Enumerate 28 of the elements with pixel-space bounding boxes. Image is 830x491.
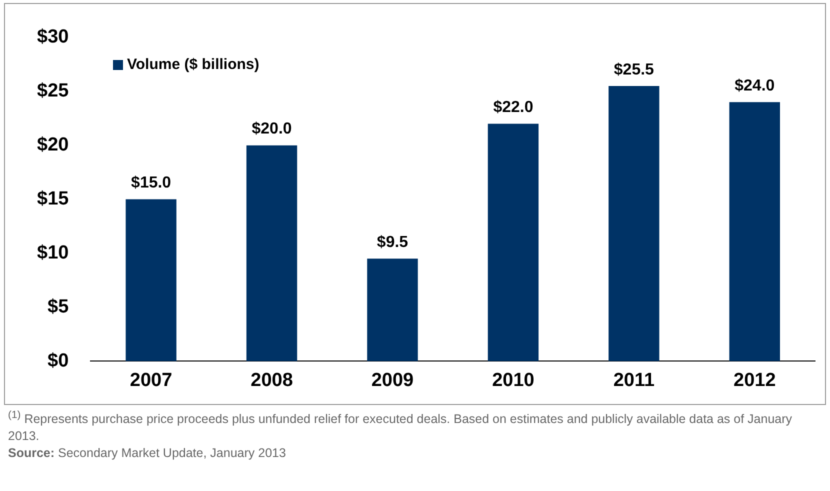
y-tick-label: $25 [37,80,70,102]
x-tick-label: 2007 [130,370,172,391]
data-label: $24.0 [734,78,775,95]
bar [608,86,660,362]
y-tick-label: $15 [37,188,70,210]
bar [246,145,298,362]
data-label: $25.5 [614,61,654,78]
y-tick-label: $0 [48,350,69,372]
bar [126,199,176,362]
data-label: $20.0 [252,120,292,138]
y-tick-label: $20 [37,134,69,156]
x-tick-label: 2010 [492,370,534,391]
legend-label: Volume ($ billions) [127,56,260,73]
y-tick-label: $10 [37,242,69,264]
x-tick-label: 2009 [371,370,414,391]
source-note: Source: Secondary Market Update, January 2013 [8,446,286,460]
data-label: $22.0 [493,99,534,116]
y-tick-label: $30 [37,26,69,48]
data-label: $15.0 [131,174,172,192]
x-tick-label: 2008 [250,370,293,391]
x-tick-label: 2011 [613,370,655,391]
bar [729,102,780,362]
y-tick-label: $5 [48,296,70,318]
bar [367,258,418,362]
text: $^{(1)}$ Represents purchase price proceeds plus unfunded relief for executed deals. Based on estimates and publicly available data as of January 2013. [8,409,794,446]
bar [488,124,539,362]
x-tick-label: 2012 [734,370,776,391]
data-label: $9.5 [376,234,408,252]
